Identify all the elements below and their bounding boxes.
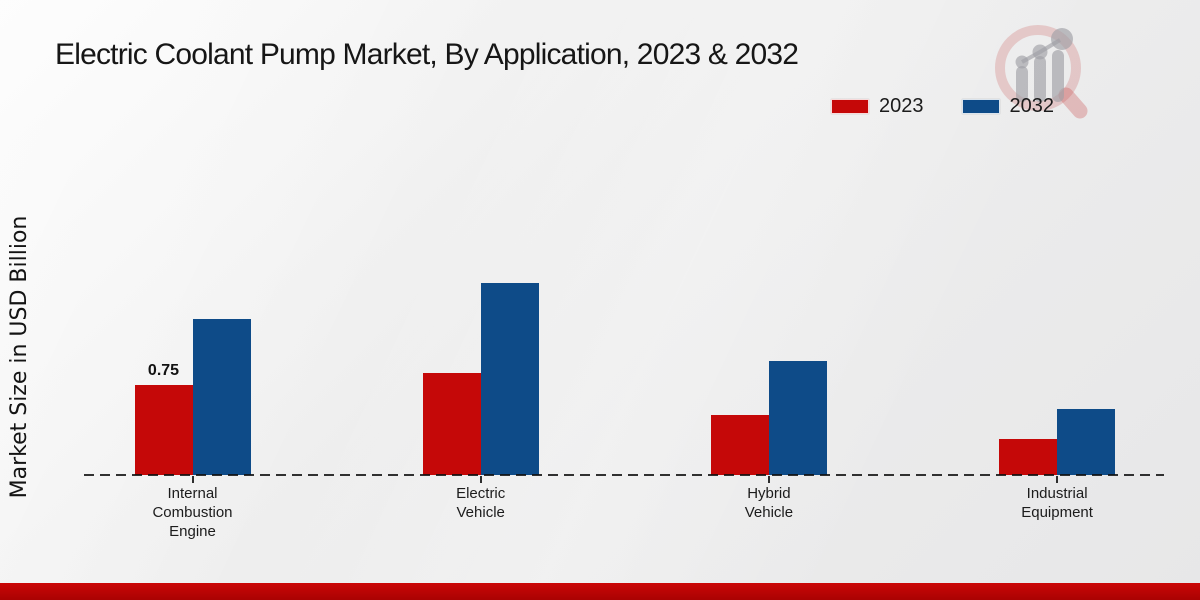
x-axis-label-electric-vehicle: Electric Vehicle bbox=[456, 485, 506, 522]
bar-2023-hybrid-vehicle bbox=[710, 415, 769, 475]
x-axis-label-hybrid-vehicle: Hybrid Vehicle bbox=[744, 485, 794, 522]
bar-2032-hybrid-vehicle bbox=[768, 361, 827, 475]
legend-swatch-2032 bbox=[961, 99, 1000, 114]
legend-swatch-2023 bbox=[831, 99, 869, 114]
x-axis-tick-industrial-equipment bbox=[1056, 476, 1059, 483]
bar-2023-industrial-equipment bbox=[999, 439, 1058, 475]
legend-item-2032: 2032 bbox=[961, 95, 1055, 118]
magnifier-growth-chart-logo-icon bbox=[995, 25, 1088, 119]
legend-label-2023: 2023 bbox=[879, 95, 924, 117]
bar-2032-industrial-equipment bbox=[1057, 409, 1116, 475]
x-axis-label-industrial-equipment: Industrial Equipment bbox=[1021, 485, 1093, 522]
x-axis-label-internal-combustion-engine: Internal Combustion Engine bbox=[152, 485, 233, 541]
bar-2032-electric-vehicle bbox=[480, 283, 539, 475]
x-axis-tick-hybrid-vehicle bbox=[767, 476, 770, 483]
footer-red-bar bbox=[0, 583, 1200, 600]
bar-2032-internal-combustion-engine bbox=[192, 319, 251, 475]
legend-item-2023: 2023 bbox=[831, 95, 924, 118]
data-label-2023-internal-combustion-engine: 0.75 bbox=[147, 362, 180, 379]
x-axis-baseline bbox=[84, 474, 1164, 476]
legend: 2023 2032 bbox=[831, 95, 1054, 118]
bar-2023-electric-vehicle bbox=[422, 373, 481, 475]
chart-title: Electric Coolant Pump Market, By Applica… bbox=[55, 38, 799, 71]
bar-2023-internal-combustion-engine bbox=[134, 385, 193, 475]
x-axis-tick-internal-combustion-engine bbox=[191, 476, 194, 483]
x-axis-tick-electric-vehicle bbox=[479, 476, 482, 483]
legend-label-2032: 2032 bbox=[1009, 95, 1055, 117]
